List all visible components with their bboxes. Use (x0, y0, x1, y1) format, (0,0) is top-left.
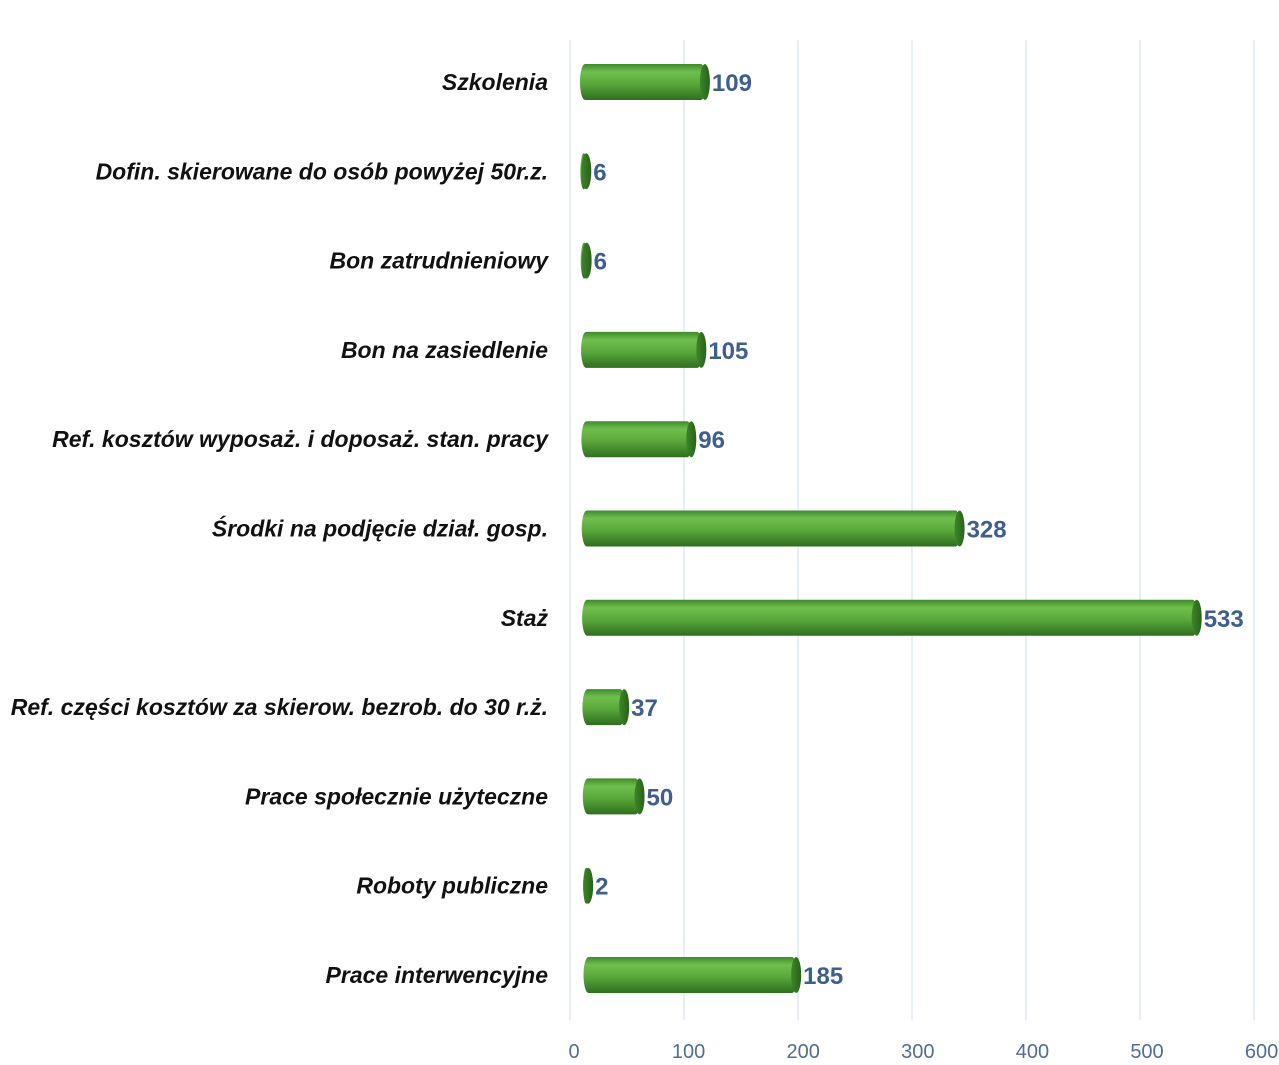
category-label: Ref. kosztów wyposaż. i doposaż. stan. p… (52, 426, 549, 452)
bar-end-cap (686, 421, 697, 458)
bar (580, 242, 592, 279)
bar (580, 153, 592, 190)
data-label: 533 (1204, 606, 1244, 633)
category-label: Dofin. skierowane do osób powyżej 50r.z. (96, 158, 548, 184)
data-label: 50 (647, 784, 674, 811)
value-labels: 109 6 6 105 96 328 533 37 50 2 185 (593, 70, 1243, 990)
bar-end-cap (581, 242, 592, 279)
bar (581, 421, 697, 458)
bar (583, 957, 802, 993)
bar-end-cap (634, 778, 645, 815)
category-label: Środki na podjęcie dział. gosp. (212, 515, 548, 542)
x-tick-label: 600 (1245, 1041, 1278, 1063)
bar (581, 510, 965, 547)
bar-end-cap (619, 689, 630, 726)
category-label: Staż (501, 605, 549, 631)
data-label: 6 (594, 249, 607, 276)
data-label: 185 (803, 963, 843, 990)
bar-body (581, 421, 693, 458)
category-labels: Szkolenia Dofin. skierowane do osób powyż… (11, 69, 549, 988)
bar-body (582, 778, 641, 815)
data-label: 328 (967, 517, 1007, 544)
data-label: 6 (593, 159, 606, 186)
category-label: Szkolenia (442, 69, 548, 95)
category-label: Roboty publiczne (356, 873, 548, 899)
bar-end-cap (699, 64, 710, 100)
bar (581, 331, 707, 368)
bar-end-cap (581, 153, 592, 190)
bar-body (582, 689, 626, 726)
x-tick-label: 400 (1016, 1041, 1049, 1063)
bar-body (583, 957, 798, 993)
bar (582, 599, 1202, 636)
bar (582, 689, 630, 726)
bar-end-cap (696, 331, 707, 368)
category-label: Prace interwencyjne (326, 962, 549, 988)
x-tick-label: 500 (1130, 1041, 1163, 1063)
category-label: Prace społecznie użyteczne (245, 783, 548, 809)
bar-end-cap (1191, 599, 1202, 636)
x-tick-label: 300 (901, 1041, 934, 1063)
category-label: Bon na zasiedlenie (341, 337, 548, 363)
bar-end-cap (791, 957, 802, 993)
data-label: 96 (698, 427, 725, 454)
x-tick-label: 200 (787, 1041, 820, 1063)
bars (580, 64, 1202, 993)
bar (580, 64, 710, 100)
category-label: Bon zatrudnieniowy (330, 248, 550, 274)
bar (583, 867, 594, 904)
data-label: 2 (595, 874, 608, 901)
bar (582, 778, 645, 815)
x-tick-label: 100 (672, 1041, 705, 1063)
bar-body (581, 331, 703, 368)
category-label: Ref. części kosztów za skierow. bezrob. … (11, 694, 548, 720)
bar-end-cap (954, 510, 965, 547)
x-tick-label: 0 (568, 1041, 579, 1063)
bar-end-cap (583, 867, 594, 904)
data-label: 37 (631, 695, 658, 722)
bar-body (580, 64, 706, 100)
bar-body (581, 510, 961, 547)
data-label: 105 (708, 338, 748, 365)
x-axis-ticks: 0 100 200 300 400 500 600 (568, 1041, 1278, 1063)
data-label: 109 (712, 70, 752, 97)
bar-body (582, 599, 1198, 636)
